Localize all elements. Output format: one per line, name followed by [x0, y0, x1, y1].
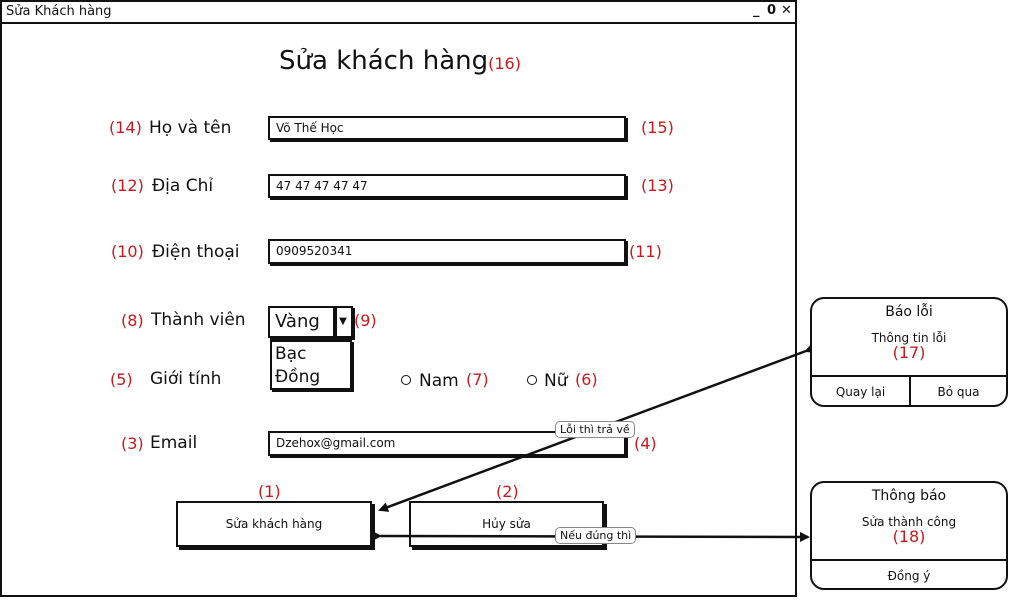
name-field-number: (15)	[641, 118, 674, 137]
success-dialog-number: (18)	[892, 527, 926, 546]
member-select-number: (9)	[354, 311, 377, 330]
title-bar	[0, 0, 797, 24]
save-button-number: (1)	[258, 482, 281, 501]
save-button[interactable]: Sửa khách hàng	[176, 501, 372, 547]
address-field[interactable]: 47 47 47 47 47	[268, 174, 626, 198]
page-title-number: (16)	[488, 54, 521, 73]
error-callout-label: Lỗi thì trả về	[555, 421, 635, 438]
chevron-down-icon[interactable]: ▼	[335, 306, 353, 338]
email-number: (3)	[121, 434, 144, 453]
name-number: (14)	[109, 118, 142, 137]
error-dialog: Báo lỗi Thông tin lỗi (17) Quay lại Bỏ q…	[810, 297, 1008, 407]
error-dialog-message: Thông tin lỗi	[871, 331, 947, 345]
window-title: Sửa Khách hàng	[6, 4, 112, 19]
success-dialog-message: Sửa thành công	[861, 515, 957, 529]
member-number: (8)	[121, 311, 144, 330]
member-option-bronze[interactable]: Đồng	[275, 367, 321, 387]
email-label: Email	[150, 433, 198, 453]
address-label: Địa Chỉ	[152, 176, 214, 196]
main-window	[0, 0, 797, 597]
back-button[interactable]: Quay lại	[835, 385, 886, 399]
member-select[interactable]: Vàng	[268, 306, 335, 338]
success-dialog: Thông báo Sửa thành công (18) Đồng ý	[810, 481, 1008, 590]
error-dialog-button-divider	[909, 375, 911, 405]
phone-label: Điện thoại	[152, 242, 240, 262]
success-dialog-title: Thông báo	[871, 488, 947, 504]
close-icon[interactable]: ✕	[781, 3, 792, 18]
skip-button[interactable]: Bỏ qua	[937, 385, 980, 399]
maximize-icon[interactable]: 0	[767, 3, 777, 18]
phone-field[interactable]: 0909520341	[268, 239, 626, 264]
member-options-list: Bạc Đồng	[270, 340, 352, 390]
name-label: Họ và tên	[149, 118, 232, 138]
member-option-silver[interactable]: Bạc	[275, 344, 307, 364]
gender-label: Giới tính	[150, 369, 222, 389]
ok-button[interactable]: Đồng ý	[887, 569, 931, 583]
member-label: Thành viên	[151, 310, 246, 330]
error-dialog-number: (17)	[892, 343, 926, 362]
success-callout-label: Nếu đúng thì	[555, 527, 637, 544]
page-title: Sửa khách hàng(16)	[0, 46, 800, 76]
name-field[interactable]: Võ Thế Học	[268, 116, 626, 140]
page-title-text: Sửa khách hàng	[279, 46, 489, 76]
address-number: (12)	[111, 176, 144, 195]
phone-field-number: (11)	[629, 242, 662, 261]
minimize-icon[interactable]: _	[753, 3, 760, 18]
success-dialog-divider	[812, 559, 1006, 561]
gender-number: (5)	[110, 370, 133, 389]
error-dialog-title: Báo lỗi	[885, 304, 933, 320]
phone-number-tag: (10)	[111, 242, 144, 261]
address-field-number: (13)	[641, 176, 674, 195]
